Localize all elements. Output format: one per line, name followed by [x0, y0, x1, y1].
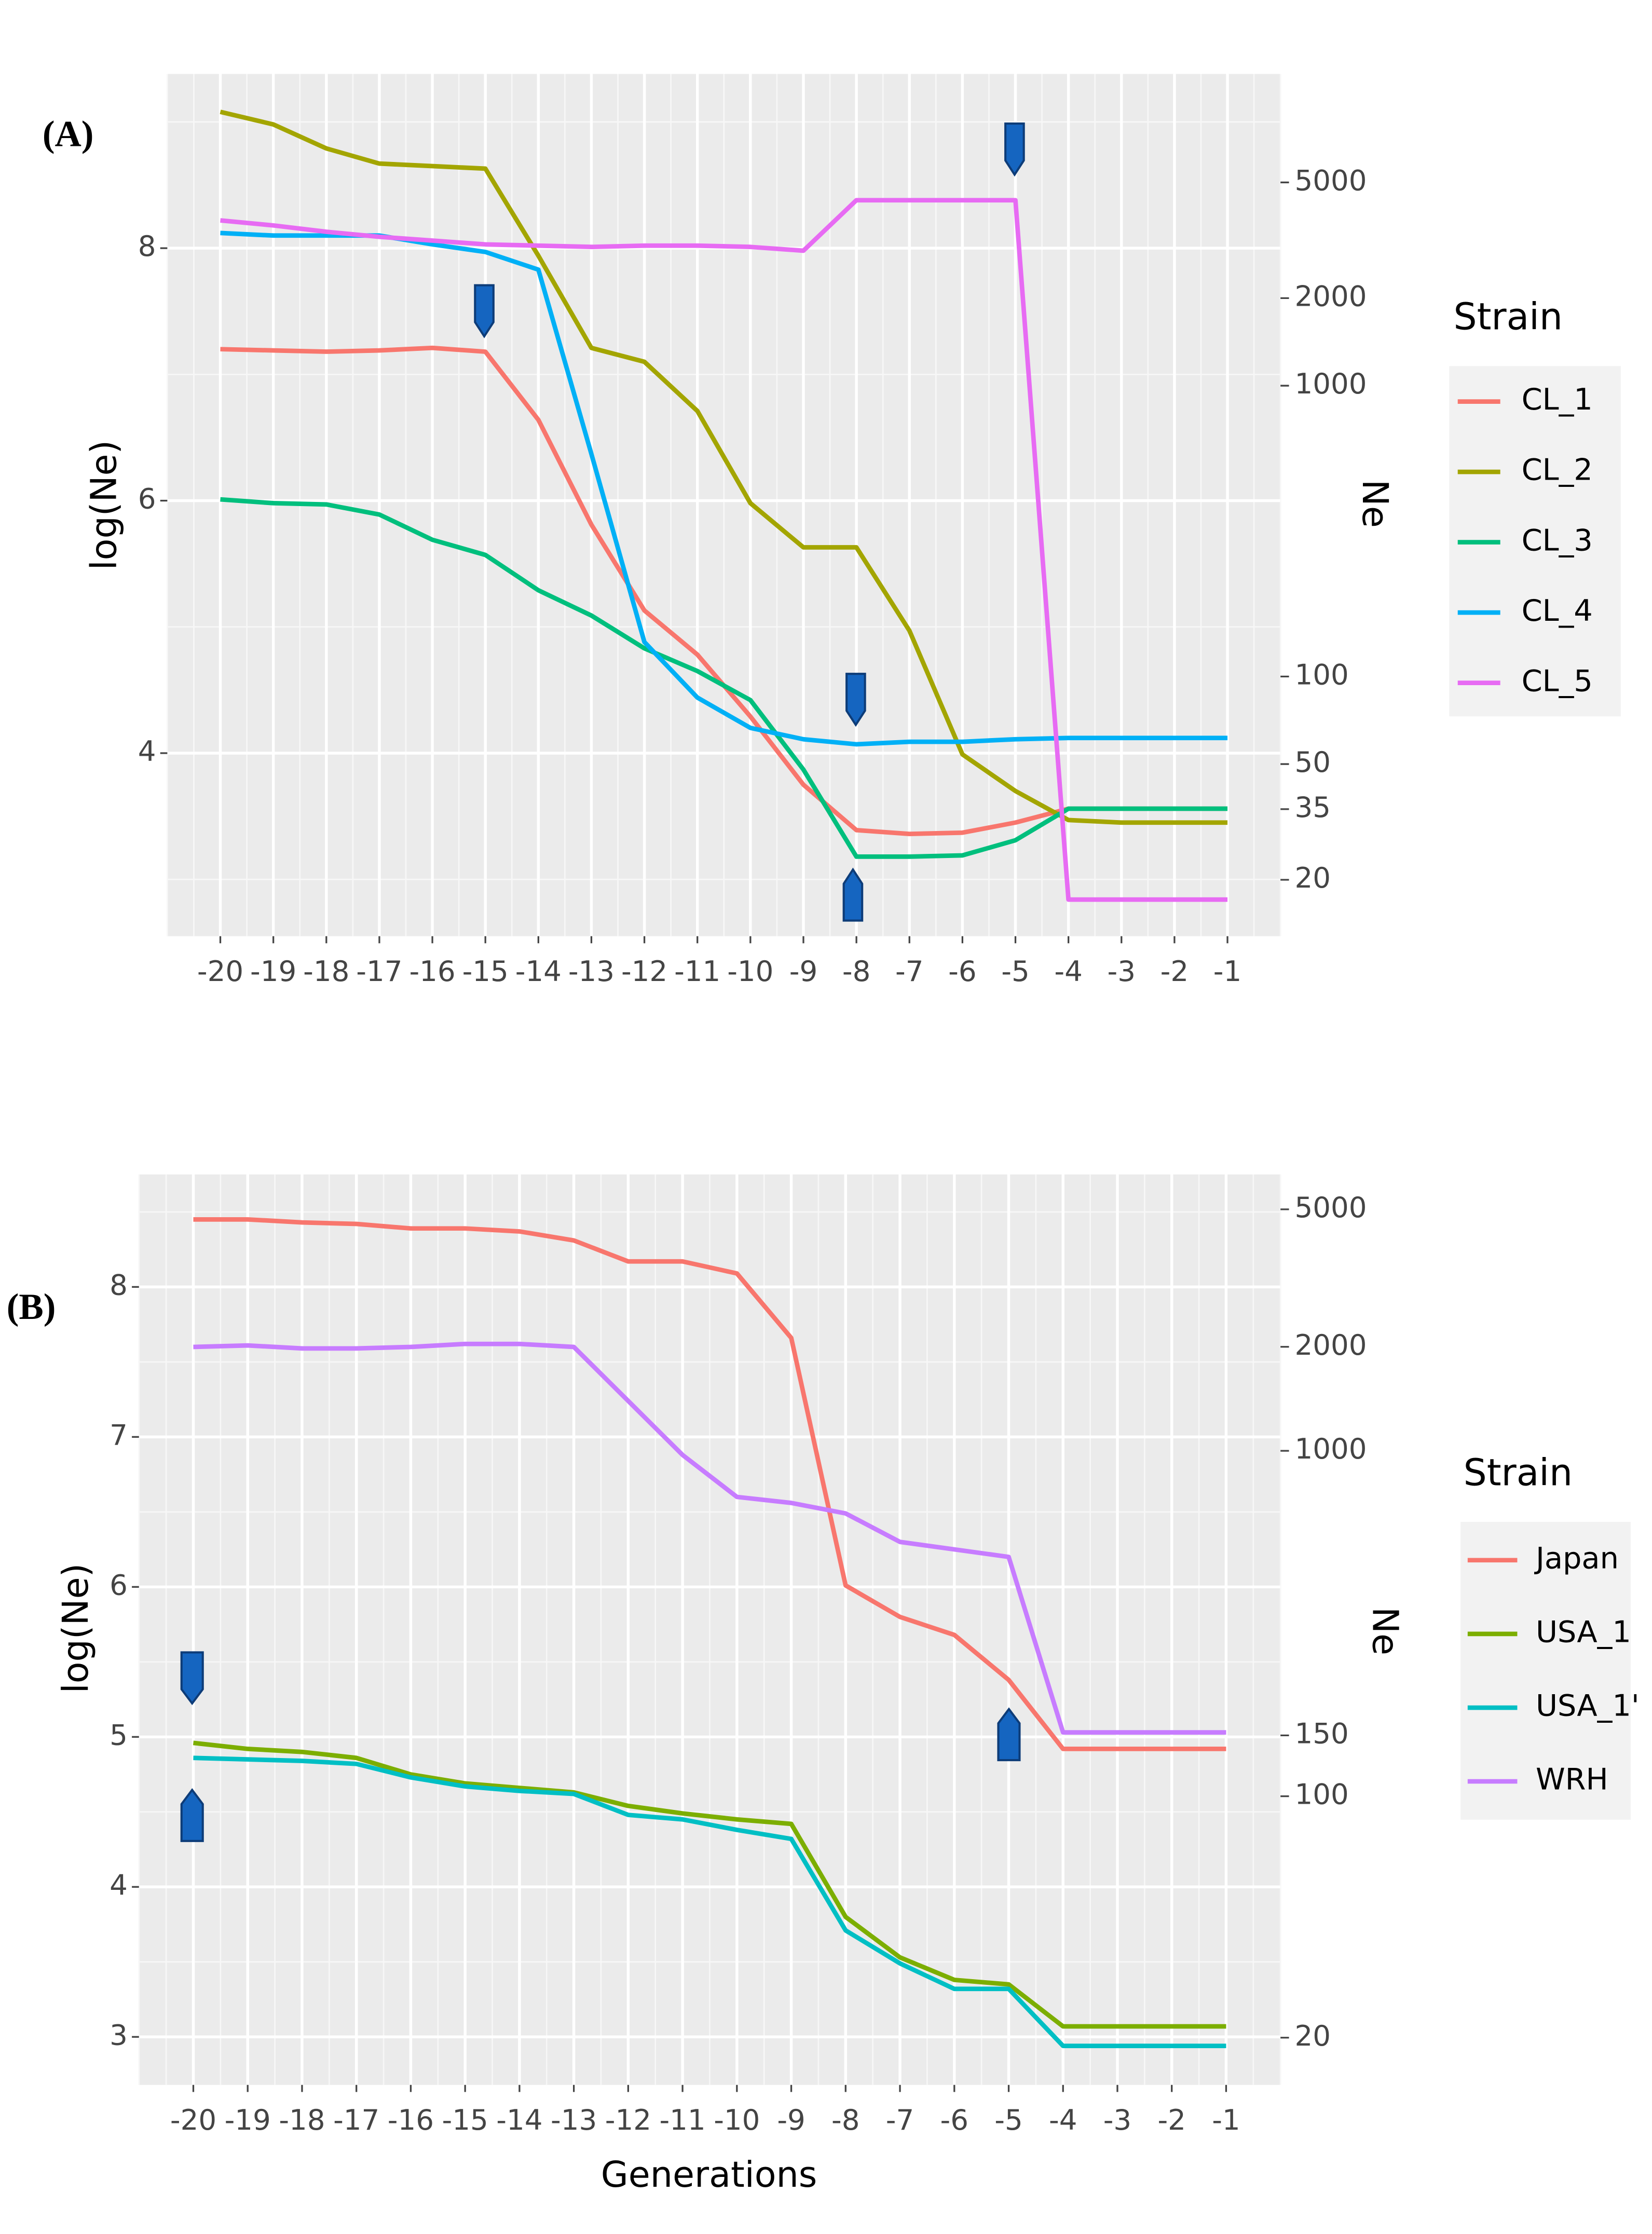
- x-tick-label: -4: [1054, 955, 1082, 988]
- y2-tick-label: 35: [1294, 791, 1331, 824]
- y-tick-label: 8: [138, 229, 156, 263]
- marker-up: [997, 1707, 1021, 1762]
- x-tick-label: -16: [409, 955, 455, 988]
- y2-tick-label: 5000: [1294, 164, 1367, 197]
- y-tick-label: 4: [138, 734, 156, 768]
- y2-tick-label: 2000: [1294, 1328, 1367, 1361]
- x-tick-label: -1: [1212, 2103, 1240, 2136]
- x-tick-label: -10: [727, 955, 773, 988]
- y-tick-label: 7: [110, 1418, 128, 1451]
- legend-title: Strain: [1453, 295, 1562, 338]
- series-line: [193, 1755, 1226, 2048]
- x-tick-label: -6: [948, 955, 976, 988]
- series-line: [193, 1341, 1226, 1735]
- x-tick-label: -9: [789, 955, 817, 988]
- x-tick-label: -17: [333, 2103, 379, 2136]
- x-tick-label: -15: [462, 955, 509, 988]
- y2-tick-label: 150: [1294, 1717, 1348, 1750]
- x-tick-label: -10: [714, 2103, 760, 2136]
- y2-tick-label: 20: [1294, 861, 1331, 894]
- x-tick-label: -18: [279, 2103, 325, 2136]
- x-tick-label: -8: [831, 2103, 859, 2136]
- x-tick-label: -5: [994, 2103, 1022, 2136]
- marker-up: [180, 1788, 204, 1842]
- x-tick-label: -5: [1001, 955, 1029, 988]
- x-tick-label: -7: [886, 2103, 914, 2136]
- y-tick-label: 4: [110, 1868, 128, 1901]
- y2-tick-label: 1000: [1294, 367, 1367, 400]
- y2-tick-label: 20: [1294, 2019, 1331, 2052]
- y2-tick-label: 50: [1294, 745, 1331, 779]
- x-tick-label: -11: [659, 2103, 705, 2136]
- legend-label: CL_2: [1522, 453, 1593, 487]
- x-tick-label: -8: [842, 955, 870, 988]
- y-tick-label: 3: [110, 2018, 128, 2051]
- x-tick-label: -13: [568, 955, 615, 988]
- x-axis-title: Generations: [601, 2155, 817, 2196]
- legend-label: CL_3: [1522, 523, 1593, 557]
- marker-down: [474, 284, 495, 338]
- y2-axis-title: Ne: [1364, 1607, 1405, 1655]
- legend-label: WRH: [1536, 1762, 1608, 1797]
- legend-label: Japan: [1534, 1541, 1619, 1575]
- series-line: [220, 198, 1228, 902]
- x-tick-label: -14: [496, 2103, 542, 2136]
- legend-label: USA_1: [1536, 1615, 1631, 1650]
- x-tick-label: -19: [250, 955, 296, 988]
- x-tick-label: -11: [674, 955, 720, 988]
- x-tick-label: -13: [551, 2103, 597, 2136]
- legend-label: CL_4: [1522, 593, 1593, 628]
- legend-background: [1460, 1522, 1631, 1820]
- marker-down: [845, 673, 866, 727]
- x-tick-label: -15: [442, 2103, 488, 2136]
- markers: [180, 122, 1025, 1842]
- x-tick-label: -4: [1049, 2103, 1077, 2136]
- y-tick-label: 6: [138, 482, 156, 515]
- marker-down: [1004, 122, 1025, 177]
- x-tick-label: -3: [1108, 955, 1136, 988]
- y2-tick-label: 1000: [1294, 1432, 1367, 1465]
- marker-down: [180, 1651, 204, 1706]
- x-tick-label: -2: [1161, 955, 1189, 988]
- x-tick-label: -20: [197, 955, 243, 988]
- x-tick-label: -7: [895, 955, 923, 988]
- x-tick-label: -19: [225, 2103, 271, 2136]
- panel-label: (A): [43, 114, 94, 155]
- legend-title: Strain: [1464, 1451, 1573, 1494]
- x-tick-label: -12: [605, 2103, 651, 2136]
- y-tick-label: 8: [110, 1269, 128, 1302]
- legend-label: CL_1: [1522, 382, 1593, 417]
- legend-label: CL_5: [1522, 663, 1593, 698]
- y-axis-title: log(Ne): [56, 1563, 97, 1694]
- x-tick-label: -17: [356, 955, 402, 988]
- x-tick-label: -2: [1157, 2103, 1185, 2136]
- marker-up: [842, 867, 864, 922]
- y2-tick-label: 2000: [1294, 280, 1367, 313]
- legend-label: USA_1': [1536, 1688, 1640, 1723]
- x-tick-label: -9: [777, 2103, 805, 2136]
- x-tick-label: -18: [303, 955, 349, 988]
- panel-label: (B): [7, 1287, 56, 1327]
- y-tick-label: 5: [110, 1718, 128, 1751]
- x-tick-label: -6: [940, 2103, 968, 2136]
- y-tick-label: 6: [110, 1568, 128, 1601]
- x-tick-label: -3: [1103, 2103, 1131, 2136]
- x-tick-label: -14: [515, 955, 562, 988]
- series-line: [220, 497, 1228, 859]
- y-axis-title: log(Ne): [84, 440, 125, 570]
- y2-tick-label: 100: [1294, 1778, 1348, 1811]
- x-tick-label: -12: [621, 955, 667, 988]
- x-tick-label: -1: [1213, 955, 1241, 988]
- x-tick-label: -16: [388, 2103, 434, 2136]
- series-line: [193, 1740, 1226, 2029]
- y2-axis-title: Ne: [1354, 480, 1395, 528]
- y2-tick-label: 5000: [1294, 1191, 1367, 1224]
- y2-tick-label: 100: [1294, 658, 1348, 691]
- series-line: [193, 1217, 1226, 1751]
- x-tick-label: -20: [170, 2103, 216, 2136]
